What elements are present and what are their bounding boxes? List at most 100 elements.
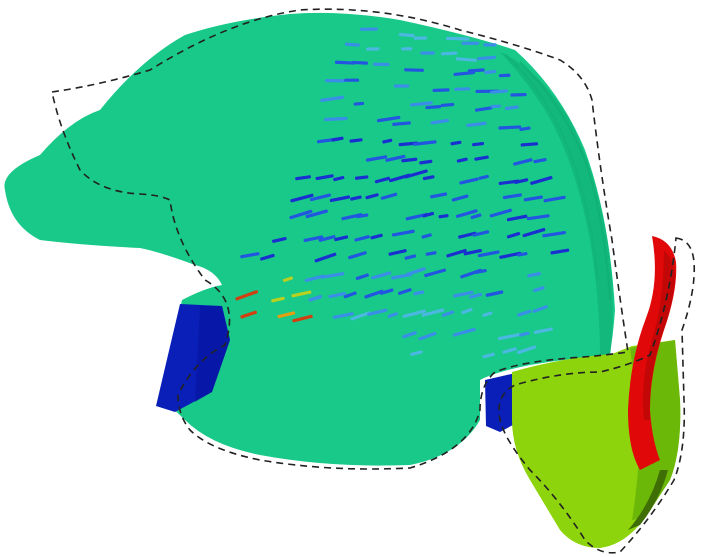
vector-glyph [502,193,522,200]
vector-glyph [461,307,473,315]
vector-glyph [506,214,528,222]
vector-glyph [497,332,521,341]
vector-glyph [466,121,487,128]
vector-glyph [498,73,511,78]
vector-glyph [472,230,490,237]
vector-glyph [388,249,407,256]
vector-glyph [332,312,354,319]
vector-glyph [467,68,485,73]
vector-glyph [365,155,388,162]
vector-glyph [438,214,449,219]
dashed-outline [51,8,629,470]
vector-glyph [365,193,379,200]
vector-glyph [376,115,401,123]
vector-glyph [550,248,570,255]
vector-glyph [458,231,477,239]
vector-glyph [329,195,351,203]
vector-glyph [324,79,346,83]
vector-glyph [295,175,311,181]
vector-glyph [240,252,260,259]
vector-glyph [533,286,545,293]
vector-glyph [315,174,334,181]
vector-glyph [392,121,411,126]
vector-glyph [452,327,476,337]
vector-glyph [410,350,423,356]
vector-glyph [344,78,360,82]
vector-glyph [351,60,368,65]
vector-glyph [463,249,482,256]
vector-glyph [482,352,495,359]
vector-glyph [522,227,546,238]
vector-glyph [513,158,533,166]
vector-glyph [412,140,437,146]
vector-glyph [533,327,553,334]
vector-glyph [404,169,428,179]
vector-glyph [360,27,378,31]
vector-glyph [235,290,259,301]
vector-glyph [452,290,474,298]
main-body-shoulder [500,52,613,356]
vector-glyph [354,235,370,242]
vector-glyph [425,104,442,110]
vector-glyph [441,310,455,317]
vector-glyph [308,294,323,302]
vector-glyph [277,311,296,319]
vector-glyph [402,309,426,318]
vector-glyph [350,311,371,321]
vector-glyph [405,212,428,221]
vector-glyph [333,175,345,182]
vector-glyph [348,251,367,260]
vector-glyph [489,208,513,218]
vector-glyph [430,118,450,125]
vector-field [235,27,570,359]
vector-glyph [474,155,489,161]
vector-glyph [483,43,497,47]
vector-glyph [260,253,275,261]
vector-glyph [474,106,493,112]
vector-glyph [472,141,485,147]
vector-glyph [349,138,363,143]
vector-glyph [385,154,406,162]
vector-glyph [490,104,502,109]
vector-glyph [454,87,471,91]
vector-glyph [401,157,418,163]
vector-glyph [421,308,445,317]
vector-glyph [498,179,520,186]
vector-glyph [354,175,369,180]
vector-glyph [516,345,537,355]
vector-glyph [334,235,349,242]
vector-glyph [506,231,521,239]
vector-glyph [532,305,548,313]
vector-glyph [445,36,470,41]
vector-glyph [334,60,356,65]
vector-glyph [502,347,517,354]
vector-glyph [404,68,424,72]
vector-glyph [478,174,489,180]
left-blue-region-shade [195,306,230,402]
vector-glyph [424,268,447,278]
vector-glyph [291,290,312,298]
vector-glyph [440,102,455,108]
vector-glyph [455,57,477,62]
vector-glyph [370,233,383,240]
vector-glyph [324,116,348,122]
vector-glyph [292,314,313,323]
vector-glyph [543,195,566,203]
vector-glyph [328,291,346,299]
vector-glyph [402,331,417,339]
vector-glyph [485,290,504,297]
vector-glyph [484,69,497,75]
vector-glyph [490,89,508,94]
vector-glyph [422,175,435,181]
vector-glyph [455,209,478,218]
vector-glyph [305,209,328,219]
vector-glyph [271,236,287,243]
vector-glyph [371,271,392,280]
lower-right-block-dark-edge [628,470,668,530]
vector-glyph [504,105,519,111]
vector-glyph [320,95,344,102]
vector-glyph [420,51,435,55]
vector-glyph [499,251,522,259]
